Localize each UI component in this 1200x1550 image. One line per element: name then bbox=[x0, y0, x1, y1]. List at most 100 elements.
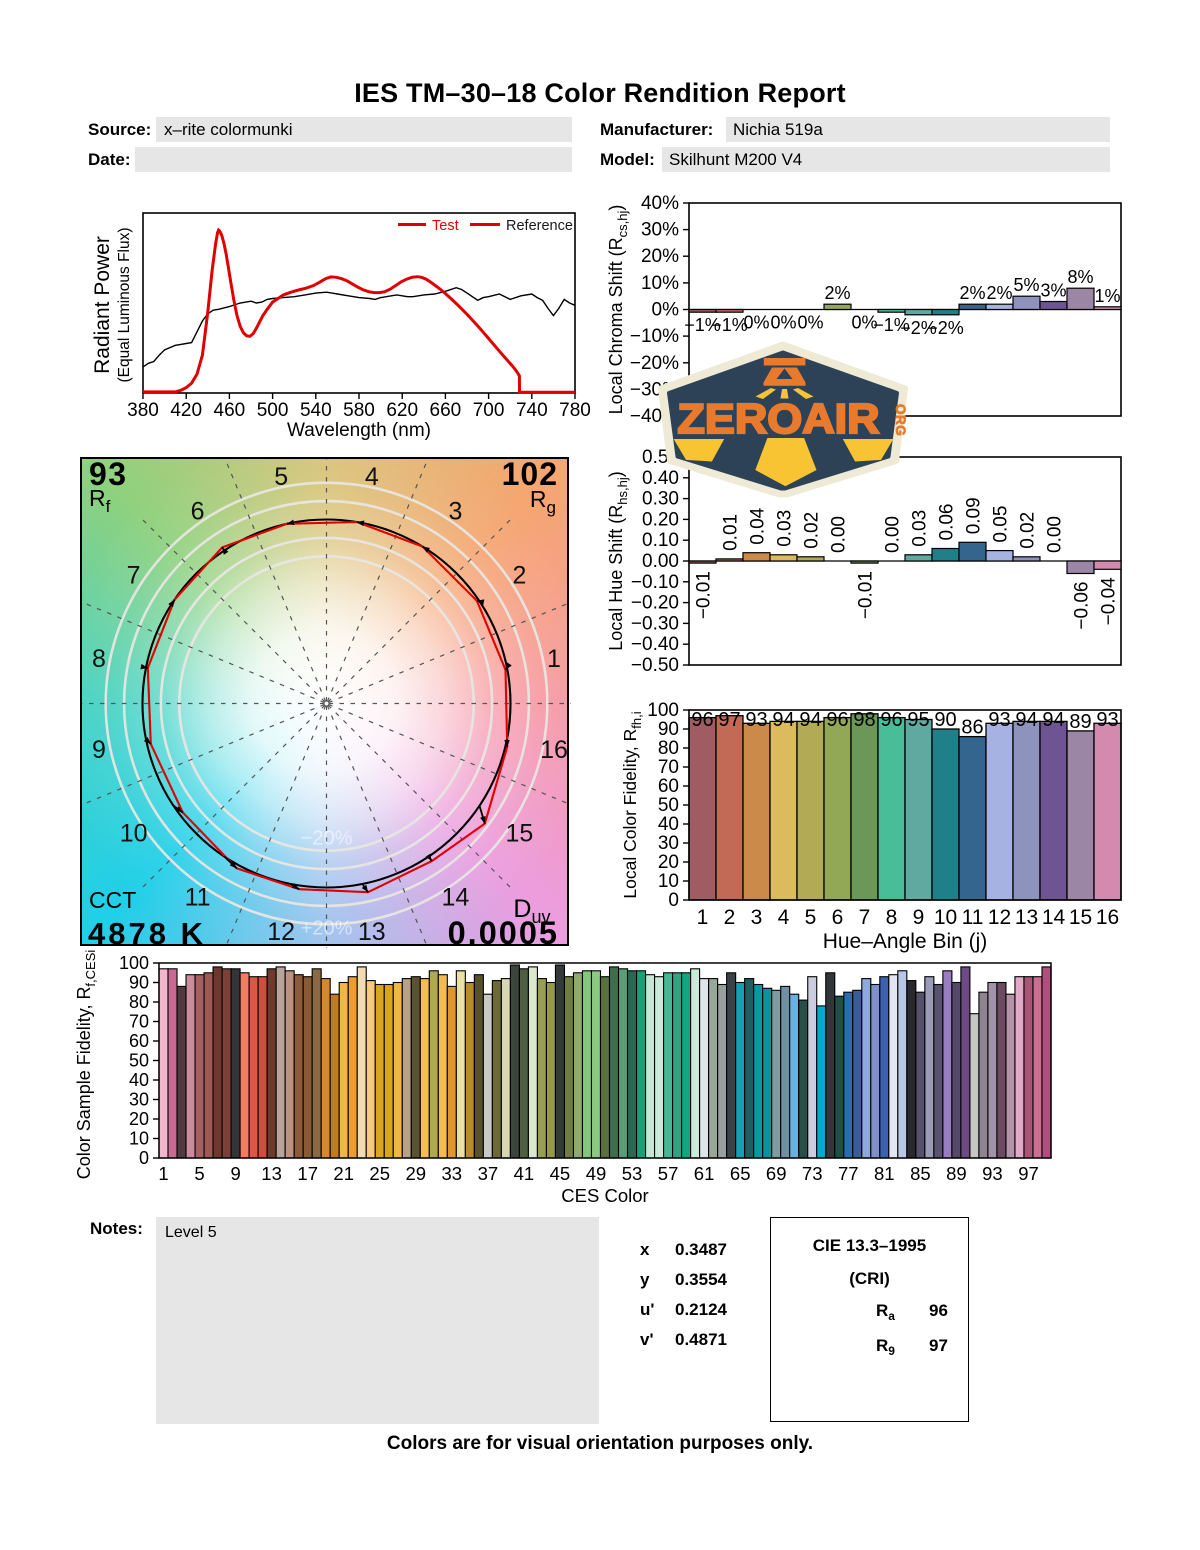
svg-text:100: 100 bbox=[647, 700, 679, 721]
svg-text:20: 20 bbox=[129, 1109, 149, 1129]
svg-text:0.00: 0.00 bbox=[642, 551, 679, 572]
svg-text:5%: 5% bbox=[1013, 275, 1039, 295]
svg-text:50: 50 bbox=[129, 1051, 149, 1071]
svg-text:9: 9 bbox=[913, 906, 925, 929]
svg-text:15: 15 bbox=[505, 819, 533, 847]
svg-text:40: 40 bbox=[129, 1070, 149, 1090]
svg-text:−0.40: −0.40 bbox=[631, 634, 679, 655]
svg-text:0.02: 0.02 bbox=[802, 512, 823, 549]
svg-text:45: 45 bbox=[550, 1163, 571, 1184]
svg-text:20%: 20% bbox=[641, 246, 679, 267]
svg-text:0.03: 0.03 bbox=[910, 510, 931, 547]
svg-text:−2%: −2% bbox=[900, 318, 937, 338]
svg-text:740: 740 bbox=[516, 400, 548, 421]
svg-text:25: 25 bbox=[369, 1163, 390, 1184]
svg-text:1: 1 bbox=[697, 906, 709, 929]
svg-text:0.01: 0.01 bbox=[721, 514, 742, 551]
svg-text:11: 11 bbox=[962, 906, 984, 929]
svg-text:96: 96 bbox=[691, 709, 713, 731]
svg-text:−0.04: −0.04 bbox=[1099, 577, 1120, 626]
svg-text:40%: 40% bbox=[641, 193, 679, 214]
svg-text:37: 37 bbox=[478, 1163, 499, 1184]
svg-text:10: 10 bbox=[658, 871, 679, 892]
svg-text:−1%: −1% bbox=[684, 315, 721, 335]
svg-text:90: 90 bbox=[129, 973, 149, 993]
svg-text:660: 660 bbox=[430, 400, 462, 421]
svg-text:700: 700 bbox=[473, 400, 505, 421]
svg-text:10: 10 bbox=[120, 819, 148, 847]
svg-text:2%: 2% bbox=[959, 283, 985, 303]
svg-text:94: 94 bbox=[1042, 709, 1064, 731]
svg-text:0%: 0% bbox=[797, 313, 823, 333]
svg-text:97: 97 bbox=[718, 709, 740, 731]
svg-text:0.00: 0.00 bbox=[1045, 516, 1066, 553]
svg-text:0%: 0% bbox=[851, 313, 877, 333]
svg-text:85: 85 bbox=[910, 1163, 931, 1184]
svg-text:580: 580 bbox=[343, 400, 375, 421]
svg-text:1%: 1% bbox=[1094, 286, 1120, 306]
svg-text:65: 65 bbox=[730, 1163, 751, 1184]
svg-text:10: 10 bbox=[129, 1129, 149, 1149]
svg-text:−10%: −10% bbox=[630, 326, 679, 347]
svg-text:16: 16 bbox=[540, 736, 568, 764]
svg-text:73: 73 bbox=[802, 1163, 823, 1184]
svg-text:4878 K: 4878 K bbox=[88, 916, 206, 948]
svg-text:93: 93 bbox=[1096, 709, 1118, 731]
svg-text:13: 13 bbox=[1015, 906, 1038, 929]
svg-text:4: 4 bbox=[778, 906, 790, 929]
svg-text:50: 50 bbox=[658, 795, 679, 816]
svg-text:0.0005: 0.0005 bbox=[448, 915, 559, 948]
svg-text:0.20: 0.20 bbox=[642, 509, 679, 530]
svg-text:0.05: 0.05 bbox=[991, 506, 1012, 543]
svg-text:7: 7 bbox=[127, 562, 141, 590]
svg-text:69: 69 bbox=[766, 1163, 787, 1184]
svg-text:13: 13 bbox=[261, 1163, 282, 1184]
svg-text:0.06: 0.06 bbox=[937, 504, 958, 541]
svg-text:Hue–Angle Bin (j): Hue–Angle Bin (j) bbox=[823, 930, 988, 953]
svg-text:41: 41 bbox=[514, 1163, 535, 1184]
svg-text:−0.06: −0.06 bbox=[1072, 582, 1093, 630]
svg-text:2: 2 bbox=[512, 562, 526, 590]
svg-text:20: 20 bbox=[658, 852, 679, 873]
svg-text:3: 3 bbox=[751, 906, 763, 929]
svg-text:−0.01: −0.01 bbox=[694, 571, 715, 619]
svg-text:61: 61 bbox=[694, 1163, 715, 1184]
svg-text:−2%: −2% bbox=[927, 318, 964, 338]
svg-text:4: 4 bbox=[365, 463, 379, 491]
svg-text:57: 57 bbox=[658, 1163, 679, 1184]
svg-text:0: 0 bbox=[668, 890, 679, 911]
svg-text:12: 12 bbox=[988, 906, 1011, 929]
svg-text:0.00: 0.00 bbox=[883, 516, 904, 553]
svg-text:80: 80 bbox=[129, 992, 149, 1012]
svg-text:0.30: 0.30 bbox=[642, 489, 679, 510]
svg-text:500: 500 bbox=[257, 400, 289, 421]
svg-text:0%: 0% bbox=[743, 313, 769, 333]
svg-text:21: 21 bbox=[333, 1163, 354, 1184]
svg-text:8%: 8% bbox=[1067, 267, 1093, 287]
svg-text:−0.50: −0.50 bbox=[631, 655, 679, 676]
svg-text:60: 60 bbox=[129, 1031, 149, 1051]
svg-text:98: 98 bbox=[853, 709, 875, 731]
svg-text:16: 16 bbox=[1096, 906, 1119, 929]
svg-text:(Equal Luminous Flux): (Equal Luminous Flux) bbox=[116, 227, 133, 382]
svg-text:2%: 2% bbox=[986, 283, 1012, 303]
svg-text:70: 70 bbox=[129, 1012, 149, 1032]
svg-text:14: 14 bbox=[441, 883, 469, 911]
svg-text:40: 40 bbox=[658, 814, 679, 835]
svg-text:−20%: −20% bbox=[630, 353, 679, 374]
svg-text:100: 100 bbox=[119, 953, 149, 973]
svg-text:8: 8 bbox=[886, 906, 898, 929]
svg-text:Test: Test bbox=[432, 218, 459, 234]
svg-text:49: 49 bbox=[586, 1163, 607, 1184]
svg-text:540: 540 bbox=[300, 400, 332, 421]
svg-text:0%: 0% bbox=[770, 313, 796, 333]
svg-text:Rf: Rf bbox=[89, 485, 111, 516]
svg-text:53: 53 bbox=[622, 1163, 643, 1184]
svg-text:Color Sample Fidelity, Rf,CESi: Color Sample Fidelity, Rf,CESi bbox=[74, 950, 98, 1180]
svg-text:102: 102 bbox=[502, 459, 558, 492]
svg-text:9: 9 bbox=[92, 736, 106, 764]
svg-text:11: 11 bbox=[185, 883, 211, 911]
svg-text:−0.01: −0.01 bbox=[856, 571, 877, 619]
svg-text:70: 70 bbox=[658, 757, 679, 778]
svg-text:ZEROAIR: ZEROAIR bbox=[677, 396, 879, 442]
